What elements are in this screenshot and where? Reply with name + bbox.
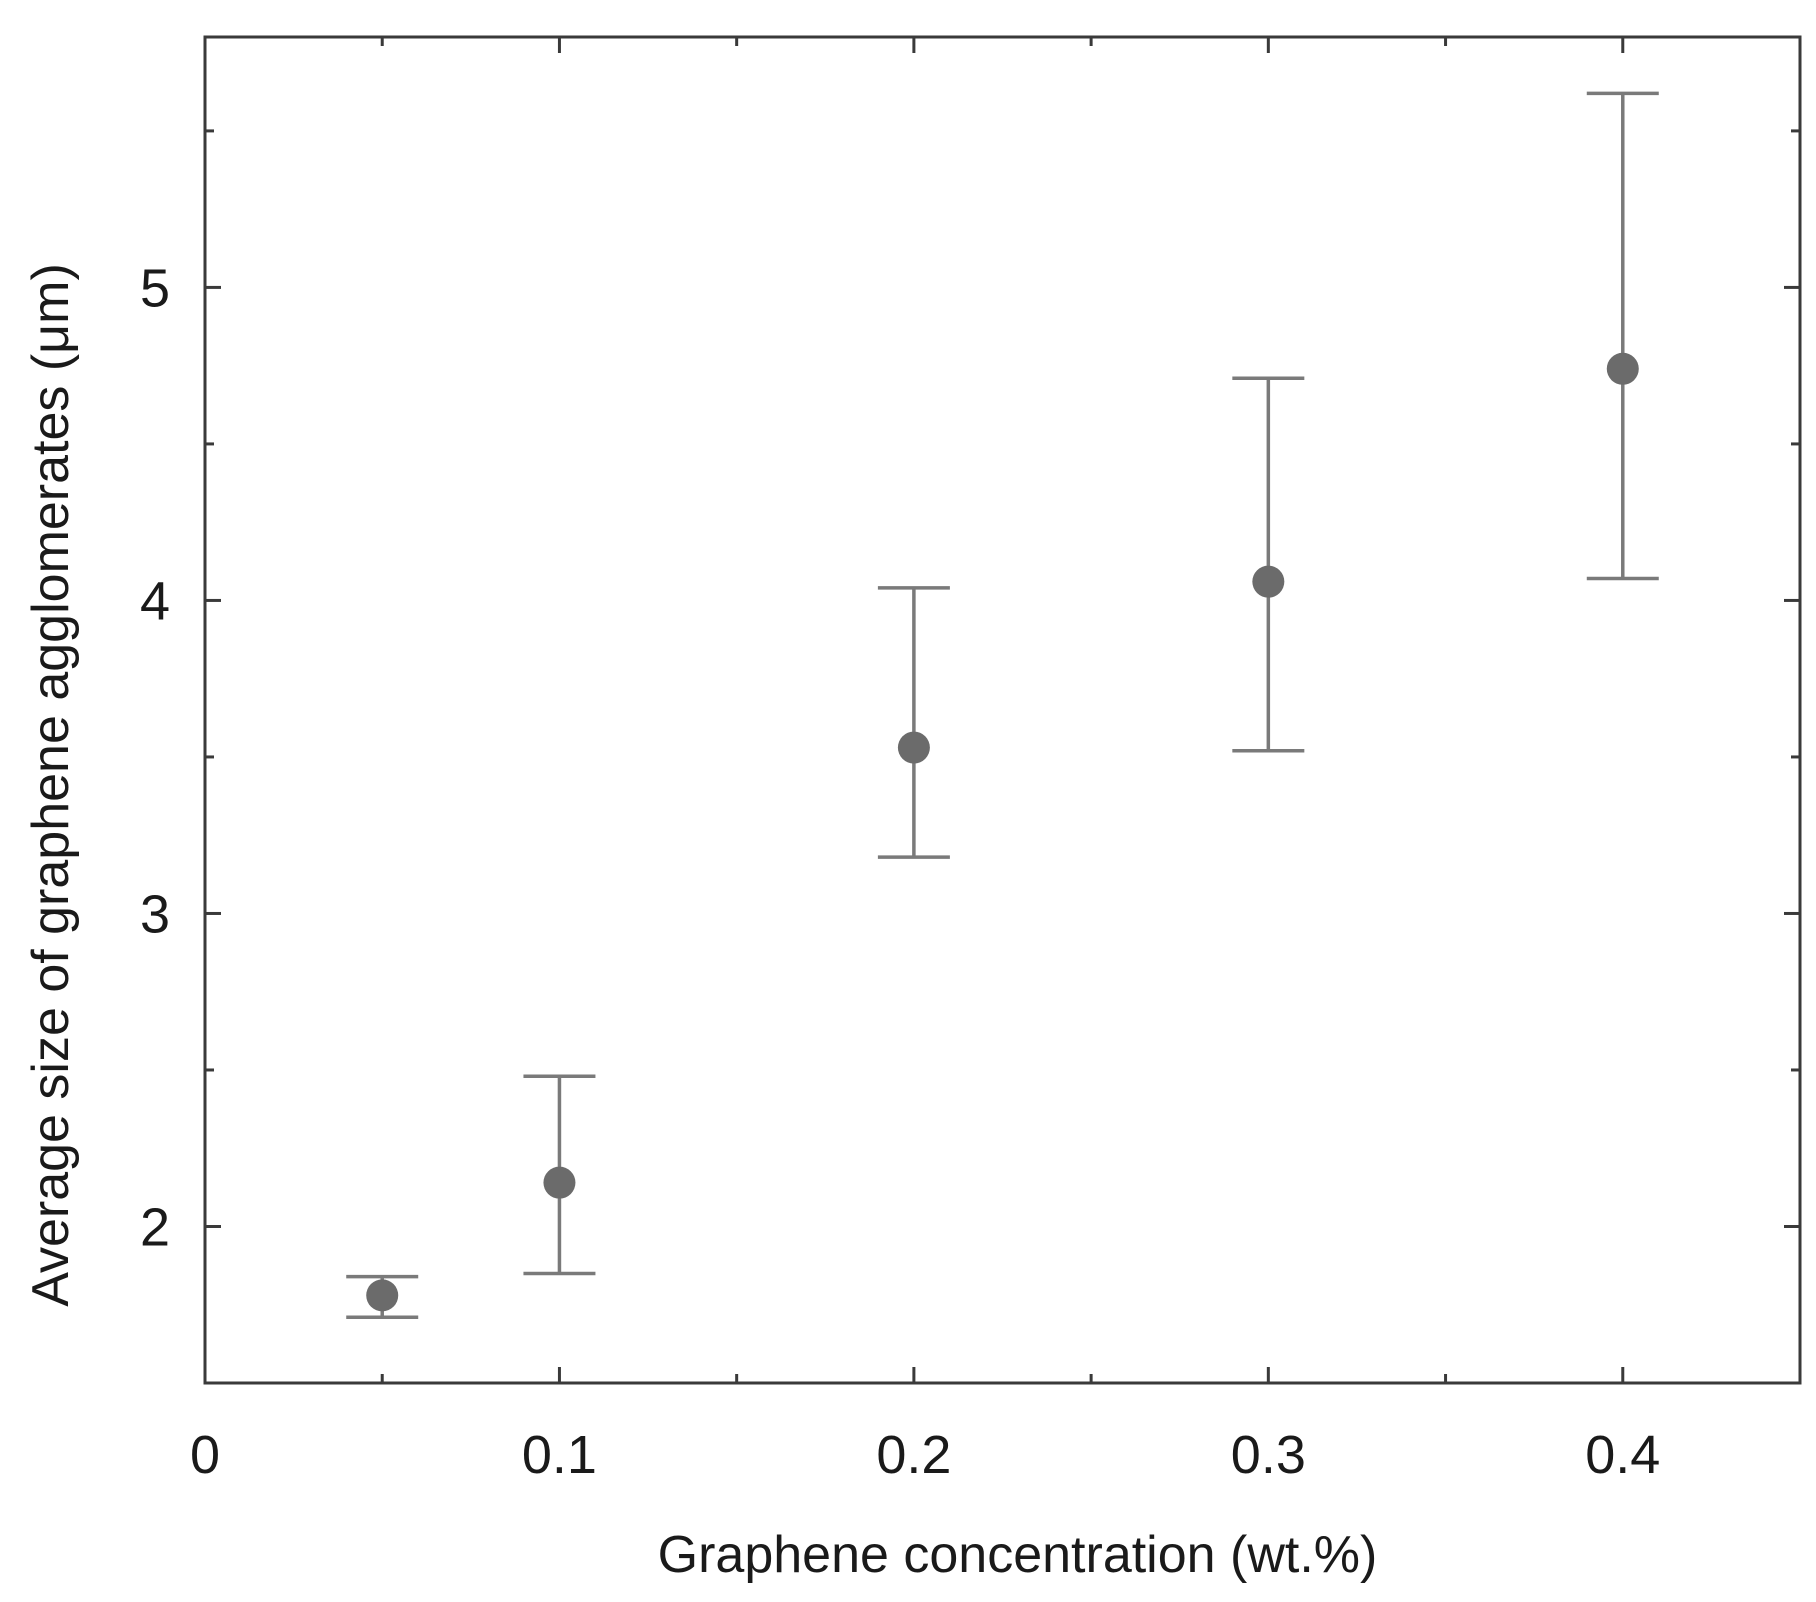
y-axis-title: Average size of graphene agglomerates (μ… — [22, 263, 80, 1307]
y-tick-labels: 2 3 4 5 — [140, 258, 170, 1257]
ticks-group — [203, 37, 1800, 1383]
errorbar-2 — [877, 586, 950, 859]
data-point-2 — [897, 731, 930, 764]
y-tick-label-3: 5 — [140, 258, 170, 318]
y-tick-label-2: 4 — [140, 571, 170, 631]
x-tick-label-1: 0.1 — [522, 1425, 597, 1485]
x-tick-label-2: 0.2 — [876, 1425, 951, 1485]
data-point-3 — [1252, 565, 1285, 598]
data-point-4 — [1606, 352, 1639, 385]
errorbar-4 — [1586, 91, 1659, 581]
errorbars-group — [346, 91, 1659, 1320]
plot-frame — [203, 35, 1802, 1385]
x-tick-label-0: 0 — [190, 1425, 220, 1485]
x-tick-label-4: 0.4 — [1585, 1425, 1660, 1485]
points-group — [366, 352, 1639, 1312]
y-tick-label-0: 2 — [140, 1197, 170, 1257]
y-tick-label-1: 3 — [140, 884, 170, 944]
data-point-0 — [366, 1279, 399, 1312]
errorbar-3 — [1232, 376, 1305, 753]
x-axis-title: Graphene concentration (wt.%) — [658, 1526, 1378, 1584]
x-tick-label-3: 0.3 — [1231, 1425, 1306, 1485]
x-tick-labels: 0 0.1 0.2 0.3 0.4 — [190, 1425, 1660, 1485]
data-point-1 — [543, 1166, 576, 1199]
